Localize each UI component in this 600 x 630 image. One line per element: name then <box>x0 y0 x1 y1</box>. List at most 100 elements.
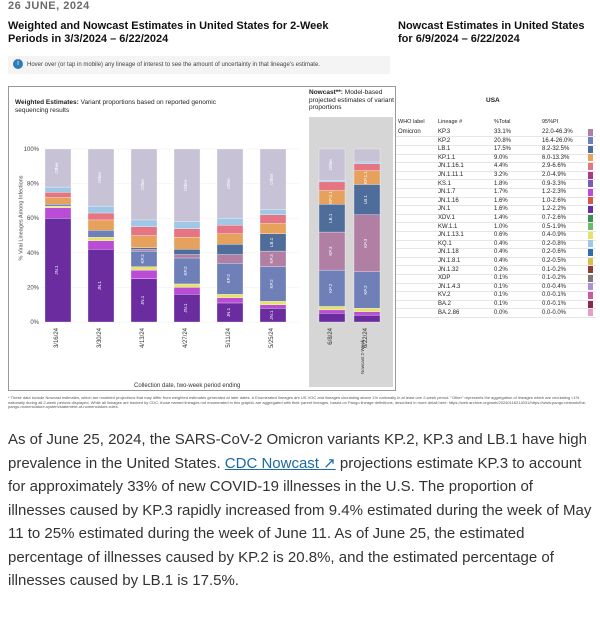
pi-cell: 16.4-26.0% <box>542 137 573 144</box>
total-cell: 1.8% <box>494 180 508 187</box>
cdc-nowcast-link[interactable]: CDC Nowcast ↗ <box>224 454 336 472</box>
lineage-cell: JN.1.16.1 <box>438 163 464 170</box>
segment-label: LB.1 <box>328 213 333 223</box>
segment-label: JN.1 <box>183 303 188 313</box>
total-cell: 20.8% <box>494 137 512 144</box>
total-cell: 3.2% <box>494 172 508 178</box>
bar-segment-jn-1-16-1 <box>44 192 72 198</box>
bar-segment-jn-1-13-1 <box>44 205 72 208</box>
table-row[interactable]: JN.1.32 0.2% 0.1-0.2% <box>396 266 596 275</box>
total-cell: 0.1% <box>494 292 508 299</box>
lineage-cell: JN.1.11.1 <box>438 172 464 178</box>
table-row[interactable]: LB.1 17.5% 8.2-32.5% <box>396 145 596 155</box>
x-tick-label: 5/25/24 <box>269 327 275 348</box>
lineage-color-swatch <box>588 274 593 282</box>
y-tick-label: 0% <box>30 320 39 326</box>
paragraph-text-1: As of June 25, 2024, the SARS-CoV-2 Omic… <box>8 431 587 472</box>
segment-label: Other <box>183 179 188 191</box>
segment-label: JN.1 <box>226 307 231 317</box>
lineage-cell: JN.1.16 <box>438 197 459 204</box>
total-cell: 33.1% <box>494 129 512 135</box>
bar-segment-lb-1 <box>130 247 158 250</box>
y-tick-label: 60% <box>27 216 40 222</box>
lineage-cell: KV.2 <box>438 292 451 299</box>
table-row[interactable]: KP.1.1 9.0% 6.0-13.3% <box>396 154 596 164</box>
total-cell: 0.4% <box>494 240 508 247</box>
info-icon: i <box>13 59 23 70</box>
table-row[interactable]: BA.2.86 0.0% 0.0-0.0% <box>396 309 596 318</box>
bar-segment-other <box>87 148 115 207</box>
pi-cell: 1.0-2.6% <box>542 197 567 204</box>
bar-segment-kp-2 <box>318 269 346 307</box>
table-row[interactable]: JN.1.7 1.7% 1.2-2.3% <box>396 188 596 198</box>
lineage-color-swatch <box>588 128 593 136</box>
bar-segment-jn-1-7 <box>259 304 287 309</box>
table-row[interactable]: JN.1.8.1 0.4% 0.2-0.5% <box>396 257 596 267</box>
table-row[interactable]: KW.1.1 1.0% 0.5-1.9% <box>396 223 596 232</box>
bar-segment-lb-1 <box>216 243 244 255</box>
bar-segment-kp-1-1 <box>216 233 244 245</box>
table-row[interactable]: KP.2 20.8% 16.4-26.0% <box>396 137 596 146</box>
total-cell: 1.6% <box>494 197 508 204</box>
table-row[interactable]: JN.1.13.1 0.6% 0.4-0.9% <box>396 231 596 241</box>
segment-label: KP.1.1 <box>363 171 368 184</box>
pi-cell: 2.0-4.9% <box>542 172 567 178</box>
total-cell: 1.4% <box>494 215 508 221</box>
table-row[interactable]: XDV.1 1.4% 0.7-2.6% <box>396 214 596 224</box>
bar-segment-kq-1 <box>259 209 287 215</box>
lineage-color-swatch <box>588 137 593 145</box>
lineage-cell: BA.2.86 <box>438 309 460 316</box>
lineage-cell: KQ.1 <box>438 240 452 247</box>
lineage-cell: XDP <box>438 275 451 282</box>
table-row[interactable]: JN.1.18 0.4% 0.2-0.6% <box>396 248 596 258</box>
total-cell: 1.0% <box>494 223 508 230</box>
pi-cell: 0.0-0.0% <box>542 309 567 316</box>
total-cell: 0.4% <box>494 249 508 256</box>
table-row[interactable]: KV.2 0.1% 0.0-0.1% <box>396 291 596 301</box>
bar-segment-jn-1-13-1 <box>173 283 201 288</box>
table-row[interactable]: JN.1.16.1 4.4% 2.9-6.6% <box>396 162 596 172</box>
bar-segment-kp-3 <box>173 254 201 259</box>
table-row[interactable]: XDP 0.1% 0.1-0.2% <box>396 274 596 284</box>
bar-segment-other <box>44 148 72 188</box>
bar-segment-kp-2 <box>353 271 381 309</box>
table-row[interactable]: JN.1.4.3 0.1% 0.0-0.4% <box>396 283 596 293</box>
bar-segment-kp-1-1 <box>87 219 115 231</box>
table-row[interactable]: Omicron KP.3 33.1% 22.0-46.3% <box>396 128 596 138</box>
pi-cell: 0.4-0.9% <box>542 232 567 239</box>
lineage-color-swatch <box>588 162 593 170</box>
who-cell: Omicron <box>398 129 421 135</box>
bar-segment-jn-1-13-1 <box>318 306 346 311</box>
lineage-cell: JN.1.8.1 <box>438 258 461 264</box>
nowcast-table-title: Nowcast Estimates in United States for 6… <box>398 20 585 45</box>
lineage-color-swatch <box>588 257 593 265</box>
pi-cell: 0.2-0.5% <box>542 258 567 264</box>
table-header-pi: 95%PI <box>542 119 559 125</box>
segment-label: Other <box>226 177 231 189</box>
bar-segment-jn-1-13-1 <box>130 266 158 271</box>
bar-segment-other <box>216 148 244 219</box>
bar-segment-kq-1 <box>318 179 346 183</box>
bar-segment-kp-1-1 <box>173 237 201 250</box>
pi-cell: 6.0-13.3% <box>542 154 570 161</box>
nowcast-caption: Nowcast**: Model-based projected estimat… <box>309 89 399 112</box>
segment-label: LB.1 <box>269 237 274 247</box>
table-row[interactable]: JN.1 1.6% 1.2-2.2% <box>396 205 596 215</box>
segment-label: KP.3 <box>328 246 333 256</box>
lineage-color-swatch <box>588 223 593 231</box>
table-row[interactable]: JN.1.11.1 3.2% 2.0-4.9% <box>396 171 596 181</box>
total-cell: 17.5% <box>494 146 512 153</box>
total-cell: 0.1% <box>494 301 508 307</box>
segment-label: Other <box>269 173 274 185</box>
segment-label: JN.1 <box>97 281 102 291</box>
table-row[interactable]: JN.1.16 1.6% 1.0-2.6% <box>396 197 596 207</box>
bar-segment-kq-1 <box>216 218 244 226</box>
total-cell: 1.6% <box>494 206 508 213</box>
table-row[interactable]: BA.2 0.1% 0.0-0.1% <box>396 300 596 310</box>
weighted-label: Weighted Estimates: <box>15 99 79 106</box>
weighted-description: Variant proportions based on reported ge… <box>15 99 217 114</box>
table-row[interactable]: KS.1 1.8% 0.9-3.3% <box>396 180 596 189</box>
segment-label: KP.3 <box>363 238 368 248</box>
table-row[interactable]: KQ.1 0.4% 0.2-0.8% <box>396 240 596 250</box>
total-cell: 0.4% <box>494 258 508 264</box>
